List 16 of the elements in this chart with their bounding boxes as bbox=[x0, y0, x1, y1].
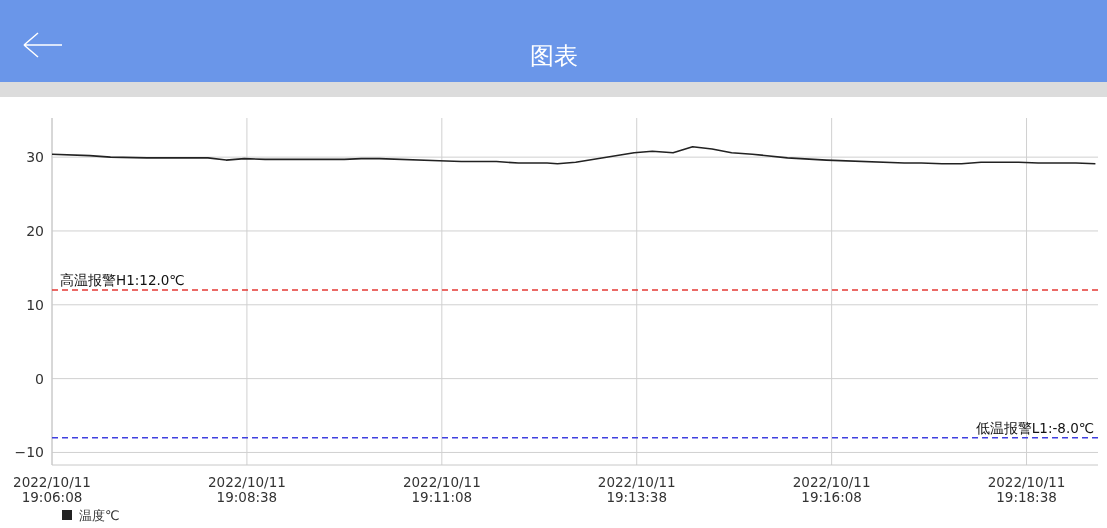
x-tick-label: 2022/10/11 19:08:38 bbox=[208, 474, 286, 505]
x-tick-label: 2022/10/11 19:06:08 bbox=[13, 474, 91, 505]
x-tick-label: 2022/10/11 19:16:08 bbox=[792, 474, 871, 505]
line-series bbox=[51, 145, 1097, 165]
ref-line-label: 低温报警L1:-8.0℃ bbox=[975, 419, 1094, 436]
ref-line-label: 高温报警H1:12.0℃ bbox=[60, 272, 185, 289]
y-tick-label: 0 bbox=[35, 370, 44, 387]
y-tick-label: −10 bbox=[14, 444, 44, 461]
x-tick-label: 2022/10/11 19:18:38 bbox=[987, 474, 1066, 505]
y-tick-label: 20 bbox=[26, 222, 44, 239]
y-tick-label: 10 bbox=[26, 296, 44, 313]
x-tick-label: 2022/10/11 19:13:38 bbox=[597, 474, 676, 505]
y-tick-label: 30 bbox=[26, 149, 44, 166]
chart-title: 图表 bbox=[529, 42, 578, 70]
x-tick-label: 2022/10/11 19:11:08 bbox=[402, 474, 481, 505]
legend-label: 温度℃ bbox=[79, 508, 120, 523]
